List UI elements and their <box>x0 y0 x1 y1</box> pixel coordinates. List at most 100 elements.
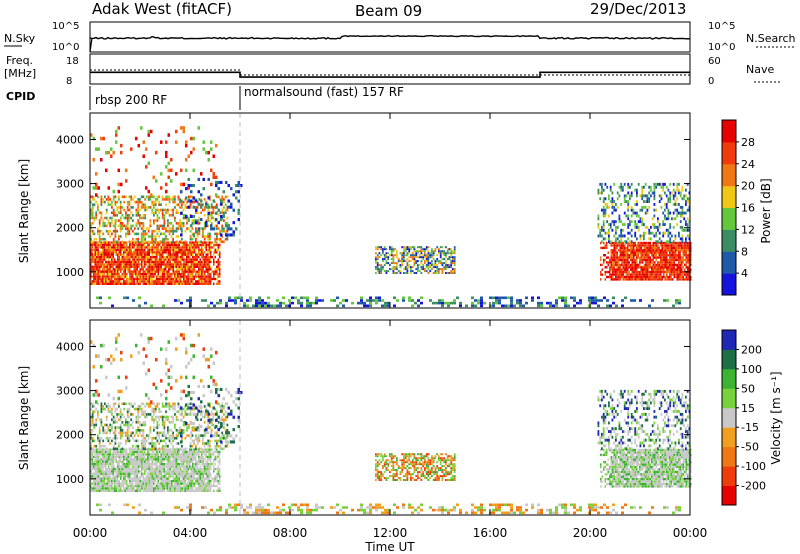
power-cell <box>609 185 612 189</box>
power-cell <box>115 246 117 249</box>
power-cell <box>619 268 621 271</box>
velocity-cell <box>102 470 104 473</box>
power-cell <box>102 246 104 249</box>
power-cell <box>121 243 123 247</box>
power-cell <box>622 258 624 262</box>
power-cell <box>679 249 681 252</box>
velocity-cells <box>90 333 692 515</box>
power-cell <box>649 278 651 281</box>
power-cell <box>140 222 143 225</box>
power-cell <box>651 299 654 302</box>
power-cell <box>664 256 666 259</box>
power-cell <box>432 272 435 274</box>
power-cell <box>679 214 682 218</box>
power-cell <box>392 254 395 257</box>
velocity-cell <box>120 460 122 463</box>
power-cell <box>190 280 192 283</box>
power-cell <box>198 270 200 273</box>
power-cell <box>196 282 198 285</box>
power-cell <box>201 275 203 278</box>
power-cell <box>615 278 617 281</box>
velocity-cell <box>90 460 92 463</box>
power-cell <box>662 182 665 186</box>
power-cell <box>685 258 687 262</box>
power-cell <box>615 225 617 229</box>
power-cell <box>192 241 194 244</box>
velocity-cell <box>100 448 102 451</box>
power-cell <box>161 208 164 212</box>
power-cell <box>264 301 267 305</box>
power-cell <box>178 268 180 271</box>
power-cell <box>615 203 617 206</box>
power-cell <box>169 263 171 266</box>
power-cell <box>183 253 185 256</box>
velocity-cell <box>99 453 101 456</box>
power-cell <box>681 208 684 212</box>
power-cell <box>203 224 206 228</box>
power-cell <box>667 278 669 281</box>
power-cell <box>177 277 179 281</box>
power-cell <box>223 200 225 204</box>
power-cell <box>645 263 647 267</box>
velocity-cell <box>121 460 123 463</box>
power-cell <box>630 278 632 281</box>
power-cell <box>601 234 603 238</box>
power-cell <box>688 237 691 241</box>
power-cell <box>123 251 125 254</box>
power-cell <box>180 190 183 194</box>
power-cell <box>602 197 605 201</box>
power-cell <box>625 273 627 276</box>
power-cell <box>643 200 645 203</box>
power-cell <box>413 272 416 274</box>
power-cell <box>105 282 107 285</box>
power-cell <box>306 296 309 300</box>
power-cell <box>160 275 162 278</box>
power-cell <box>147 229 150 233</box>
power-cell <box>147 227 150 230</box>
velocity-cell <box>117 484 119 488</box>
velocity-cell <box>114 479 116 483</box>
power-cell <box>112 265 114 268</box>
power-cell <box>657 228 659 232</box>
power-cell <box>618 217 621 221</box>
power-cell <box>170 208 173 212</box>
power-cell <box>172 265 174 268</box>
power-cell <box>151 237 154 241</box>
power-cell <box>600 273 602 276</box>
power-cell <box>100 158 103 162</box>
power-cell <box>438 272 440 274</box>
velocity-cell <box>108 453 110 456</box>
power-cell <box>219 251 221 254</box>
power-cell <box>415 254 418 257</box>
velocity-cell <box>129 482 131 485</box>
power-cell <box>202 147 205 151</box>
power-cell <box>190 260 192 264</box>
power-cell <box>174 206 176 209</box>
power-cell <box>144 265 146 268</box>
power-cell <box>610 256 612 259</box>
velocity-cell <box>123 479 125 483</box>
power-cell <box>144 240 147 244</box>
power-cell <box>382 248 384 251</box>
power-cell <box>648 197 651 201</box>
velocity-cell <box>126 458 128 461</box>
power-cell <box>175 255 177 259</box>
power-cell <box>639 241 641 245</box>
power-cell <box>600 241 602 245</box>
power-cell <box>640 249 642 252</box>
power-cell <box>403 250 405 253</box>
power-cell <box>306 304 309 308</box>
power-cell <box>169 277 171 281</box>
power-cell <box>401 262 404 265</box>
velocity-cell <box>142 484 144 488</box>
power-cell <box>612 263 614 267</box>
velocity-cell <box>109 482 111 485</box>
power-cell <box>123 258 125 261</box>
power-cell <box>199 251 201 254</box>
power-cell <box>153 268 155 271</box>
power-cell <box>130 198 133 201</box>
power-cell <box>181 229 183 233</box>
power-cell <box>198 229 201 233</box>
power-cell <box>658 263 660 267</box>
power-cell <box>369 304 372 308</box>
